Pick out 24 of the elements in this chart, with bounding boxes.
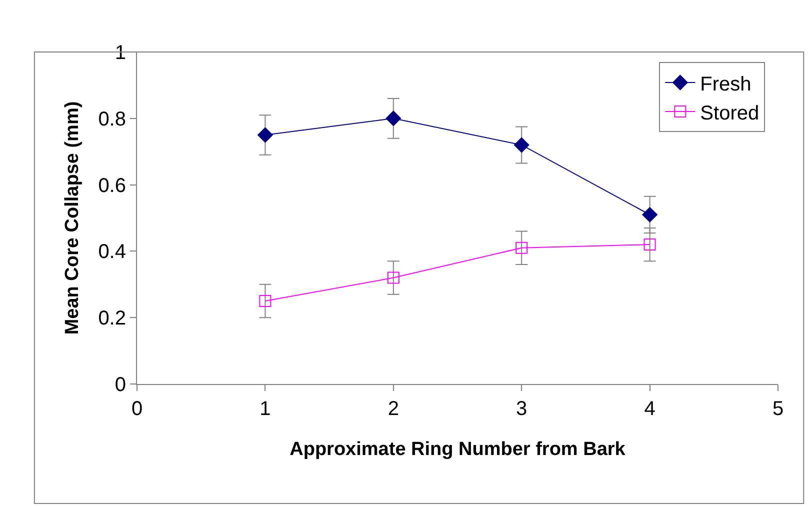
x-tick-label: 0 (131, 398, 143, 420)
legend-label: Stored (700, 102, 760, 124)
y-tick-label: 0.4 (98, 241, 126, 264)
point (258, 127, 273, 143)
x-tick-label: 1 (260, 398, 271, 420)
point (644, 238, 656, 251)
y-tick-label: 0.2 (98, 308, 126, 330)
y-tick-label: 0 (114, 374, 126, 396)
point (514, 137, 530, 153)
x-tick-label: 3 (516, 398, 528, 420)
x-tick-label: 5 (772, 398, 784, 420)
legend-label: Fresh (700, 73, 752, 96)
y-axis-title: Mean Core Collapse (mm) (62, 101, 84, 335)
x-tick-label: 4 (644, 398, 656, 420)
x-axis-title: Approximate Ring Number from Bark (290, 438, 626, 460)
x-tick-label: 2 (388, 398, 399, 420)
y-tick-label: 0.8 (98, 108, 126, 130)
point (516, 242, 528, 254)
point (259, 295, 272, 307)
point (386, 110, 402, 126)
y-tick-label: 0.6 (98, 174, 126, 197)
point (642, 207, 658, 222)
point (387, 272, 400, 284)
y-tick-label: 1 (114, 42, 126, 64)
